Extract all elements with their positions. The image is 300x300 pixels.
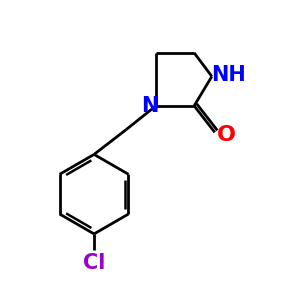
- Text: Cl: Cl: [83, 254, 105, 273]
- Text: N: N: [141, 96, 159, 116]
- Text: O: O: [217, 125, 236, 145]
- Text: NH: NH: [211, 65, 245, 85]
